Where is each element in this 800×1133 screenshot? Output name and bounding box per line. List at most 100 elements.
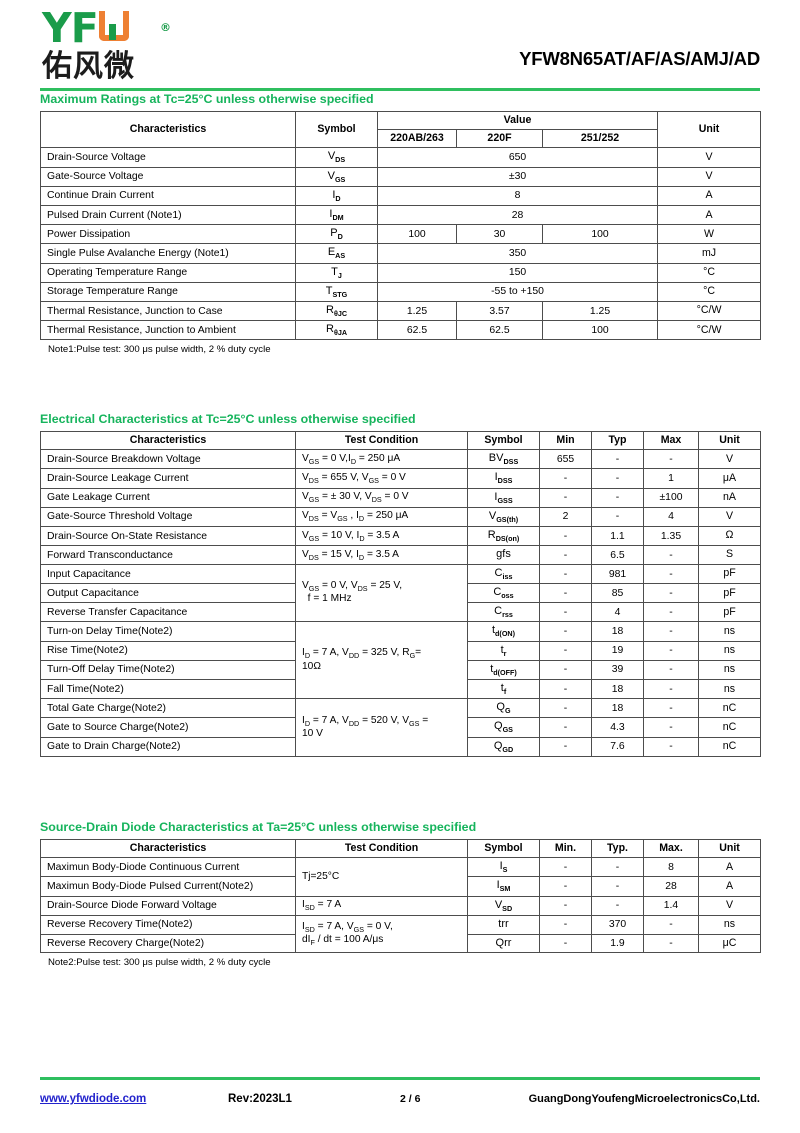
- cell-min: 2: [539, 506, 592, 527]
- cell-min: -: [539, 659, 592, 681]
- table-row: Total Gate Charge(Note2) ID = 7 A, VDD = …: [40, 698, 761, 757]
- cell-symbol: TJ: [295, 262, 378, 283]
- cell-symbol: IGSS: [467, 487, 540, 508]
- max-ratings-body: Drain-Source Voltage VDS 650 V Gate-Source V…: [40, 147, 762, 341]
- cell-unit: A: [657, 185, 762, 207]
- cell-min: -: [539, 525, 592, 547]
- diode-table: Characteristics Test Condition Symbol Mi…: [40, 838, 761, 954]
- cell-unit: Ω: [698, 525, 761, 547]
- page-header: YF ® 佑风微 YFW8N65AT/AF/AS/AMJ/AD: [40, 0, 760, 86]
- cell-max: 1.4: [643, 895, 699, 916]
- revision-label: Rev:2023L1: [228, 1093, 292, 1105]
- cell-min: 655: [539, 449, 592, 470]
- cell-typ: -: [591, 468, 644, 489]
- cell-min: -: [539, 583, 592, 604]
- cell-typ: 4.3: [591, 717, 644, 738]
- diode-title: Source-Drain Diode Characteristics at Ta…: [40, 820, 477, 834]
- cell-max: -: [643, 545, 699, 565]
- cell-max: -: [643, 659, 699, 681]
- table-header-row: Characteristics Symbol Value Unit: [40, 110, 762, 149]
- cell-symbol: td(OFF): [467, 659, 540, 681]
- cell-typ: 1.1: [591, 525, 644, 547]
- table-row: Turn-Off Delay Time(Note2) td(OFF) -39- ns: [40, 659, 761, 681]
- col-max: Max.: [643, 838, 699, 859]
- cell-unit: V: [657, 147, 762, 168]
- cell-value: -55 to +150: [376, 281, 659, 302]
- cell-value-3: 1.25: [541, 300, 659, 322]
- cell-typ: -: [591, 876, 644, 897]
- cell-min: -: [539, 876, 592, 897]
- cell-max: 1.35: [643, 525, 699, 547]
- table-row: Output Capacitance Coss -85- pF: [40, 583, 761, 604]
- col-min: Min.: [539, 838, 592, 859]
- cell-typ: -: [591, 506, 644, 527]
- cell-unit: ns: [698, 621, 761, 642]
- cell-symbol: td(ON): [467, 621, 540, 642]
- cell-symbol: Crss: [467, 602, 540, 623]
- cell-characteristic: Thermal Resistance, Junction to Ambient: [40, 320, 296, 341]
- cell-unit: °C: [657, 262, 762, 283]
- cell-unit: pF: [698, 563, 761, 585]
- cell-typ: 6.5: [591, 545, 644, 565]
- cell-test-condition: VGS = ± 30 V, VDS = 0 V: [295, 487, 468, 508]
- cell-min: -: [539, 545, 592, 565]
- cell-unit: S: [698, 545, 761, 565]
- table-row: Turn-on Delay Time(Note2) ID = 7 A, VDD =…: [40, 621, 761, 700]
- cell-characteristic: Fall Time(Note2): [40, 679, 296, 700]
- company-logo: YF ® 佑风微: [42, 6, 242, 84]
- cell-typ: 7.6: [591, 736, 644, 757]
- cell-test-condition: VDS = 655 V, VGS = 0 V: [295, 468, 468, 489]
- table-row: Drain-Source Voltage VDS 650 V: [40, 147, 762, 168]
- table-row: Pulsed Drain Current (Note1) IDM 28 A: [40, 205, 762, 226]
- cell-value-1: 1.25: [377, 300, 457, 322]
- table-row: Drain-Source Leakage Current VDS = 655 V,…: [40, 468, 761, 489]
- cell-characteristic: Rise Time(Note2): [40, 640, 296, 661]
- col-max: Max: [643, 430, 699, 451]
- col-typ: Typ.: [591, 838, 644, 859]
- cell-symbol: gfs: [467, 545, 540, 565]
- table-row: Maximun Body-Diode Pulsed Current(Note2)…: [40, 876, 761, 897]
- col-test-condition: Test Condition: [295, 838, 468, 859]
- cell-min: -: [539, 602, 592, 623]
- table-row: Continue Drain Current ID 8 A: [40, 185, 762, 207]
- cell-symbol: VGS(th): [467, 506, 540, 527]
- cell-unit: °C/W: [657, 320, 762, 341]
- col-characteristics: Characteristics: [40, 838, 296, 859]
- cell-value: ±30: [376, 166, 659, 187]
- cell-value-3: 100: [541, 224, 659, 245]
- logo-u-inner-bar-icon: [108, 24, 116, 40]
- table-row: Gate-Source Voltage VGS ±30 V: [40, 166, 762, 187]
- table-row: Single Pulse Avalanche Energy (Note1) EAS…: [40, 243, 762, 264]
- cell-test-condition: VDS = VGS , ID = 250 μA: [295, 506, 468, 527]
- cell-unit: pF: [698, 602, 761, 623]
- cell-min: -: [539, 857, 592, 878]
- cell-typ: -: [591, 857, 644, 878]
- page-footer: www.yfwdiode.com Rev:2023L1 2 / 6 GuangD…: [40, 1077, 760, 1111]
- cell-value-1: 100: [377, 224, 457, 245]
- table-row: Power Dissipation PD 100 30 100 W: [40, 224, 762, 245]
- cell-symbol: BVDSS: [467, 449, 540, 470]
- cell-characteristic: Thermal Resistance, Junction to Case: [40, 300, 296, 322]
- col-characteristics: Characteristics: [40, 110, 296, 149]
- cell-unit: nA: [698, 487, 761, 508]
- cell-value: 28: [376, 205, 659, 226]
- cell-symbol: VGS: [295, 166, 378, 187]
- cell-symbol: IDM: [295, 205, 378, 226]
- max-ratings-section: Maximum Ratings at Tc=25°C unless otherw…: [40, 92, 762, 356]
- cell-characteristic: Reverse Recovery Charge(Note2): [40, 933, 296, 954]
- cell-unit: °C/W: [657, 300, 762, 322]
- cell-unit: V: [657, 166, 762, 187]
- cell-characteristic: Drain-Source Voltage: [40, 147, 296, 168]
- cell-symbol: ID: [295, 185, 378, 207]
- max-ratings-note: Note1:Pulse test: 300 μs pulse width, 2 …: [48, 344, 271, 356]
- website-link[interactable]: www.yfwdiode.com: [40, 1093, 147, 1105]
- col-pkg-220ab-263: 220AB/263: [377, 129, 457, 149]
- col-symbol: Symbol: [467, 838, 540, 859]
- table-row: Drain-Source Breakdown Voltage VGS = 0 V,…: [40, 449, 761, 470]
- cell-characteristic: Pulsed Drain Current (Note1): [40, 205, 296, 226]
- cell-unit: ns: [698, 914, 761, 935]
- cell-characteristic: Forward Transconductance: [40, 545, 296, 565]
- table-row: Maximun Body-Diode Continuous Current Tj=…: [40, 857, 761, 897]
- cell-min: -: [539, 736, 592, 757]
- cell-characteristic: Input Capacitance: [40, 563, 296, 585]
